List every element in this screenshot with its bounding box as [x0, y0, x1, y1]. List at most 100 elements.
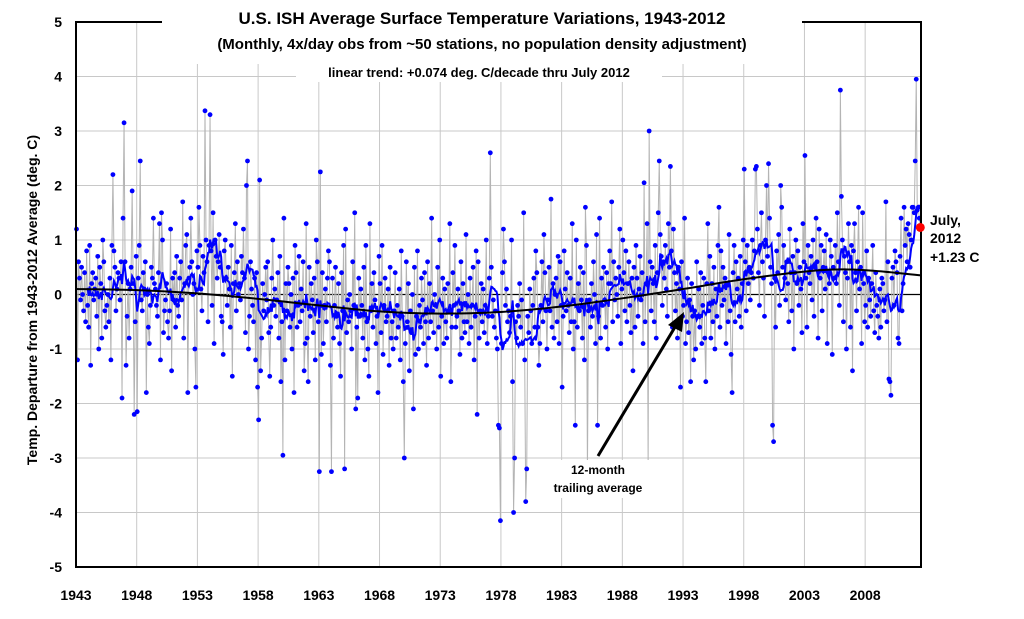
data-point [511, 510, 516, 515]
data-point [438, 373, 444, 379]
data-point [435, 264, 441, 270]
data-point [530, 303, 536, 308]
data-point [846, 221, 851, 227]
data-point [250, 303, 255, 308]
data-point [751, 248, 757, 254]
data-point [832, 243, 838, 248]
data-point [234, 259, 240, 265]
data-point [892, 248, 898, 254]
data-point [338, 373, 343, 379]
data-point [123, 362, 129, 368]
data-point [135, 275, 141, 281]
data-point [766, 161, 771, 167]
data-point [795, 248, 801, 254]
data-point [278, 379, 284, 385]
data-point [89, 281, 95, 286]
data-point [824, 341, 830, 346]
data-point [86, 324, 92, 330]
data-point [249, 286, 254, 292]
data-point [674, 281, 679, 286]
data-point [834, 210, 840, 216]
x-tick-label: 1988 [607, 587, 638, 603]
data-point [828, 253, 834, 259]
data-point [777, 303, 783, 308]
data-point [387, 264, 393, 270]
data-point [426, 335, 431, 341]
data-point [531, 275, 537, 281]
data-point [156, 270, 161, 276]
x-tick-label: 1998 [728, 587, 759, 603]
data-point [867, 297, 873, 303]
data-point [413, 352, 418, 357]
data-point [202, 108, 208, 114]
data-point [187, 264, 193, 270]
data-point [796, 303, 802, 308]
data-point [311, 275, 317, 281]
data-point [459, 335, 465, 341]
data-point [277, 253, 283, 259]
data-point [449, 324, 455, 330]
data-point [627, 303, 633, 308]
data-point [219, 319, 225, 325]
data-point [887, 379, 893, 385]
data-point [359, 303, 365, 308]
data-point [691, 357, 697, 363]
data-point [475, 259, 481, 265]
data-point [216, 232, 222, 237]
data-point [690, 313, 696, 319]
data-point [861, 281, 867, 286]
data-point [324, 319, 329, 325]
chart-title: U.S. ISH Average Surface Temperature Var… [239, 9, 726, 28]
x-tick-label: 1948 [121, 587, 152, 603]
data-point [503, 303, 508, 308]
data-point [365, 346, 371, 352]
data-point [336, 281, 341, 286]
data-point [265, 259, 271, 265]
y-axis-label: Temp. Departure from 1943-2012 Average (… [24, 135, 40, 465]
data-point [192, 346, 198, 352]
data-point [857, 286, 862, 292]
data-point [255, 384, 261, 390]
data-point [149, 275, 155, 281]
data-point [341, 243, 347, 248]
data-point [693, 346, 699, 352]
data-point [369, 281, 375, 286]
data-point [296, 253, 302, 259]
data-point [594, 232, 599, 237]
data-point [712, 346, 718, 352]
data-point [611, 259, 617, 265]
data-point [134, 409, 140, 415]
data-point [462, 330, 468, 336]
data-point [188, 215, 194, 221]
data-point [478, 281, 484, 286]
data-point [863, 303, 869, 308]
data-point [786, 319, 792, 325]
data-point [161, 330, 166, 336]
data-point [443, 319, 449, 325]
data-point [375, 390, 381, 395]
data-point [593, 341, 598, 346]
data-point [229, 373, 235, 379]
data-point [129, 188, 135, 194]
data-point [544, 346, 550, 352]
data-point [335, 324, 340, 330]
data-point [688, 379, 694, 385]
data-point [673, 308, 678, 314]
data-point [128, 264, 134, 270]
data-point [457, 352, 463, 357]
data-point [830, 264, 836, 270]
data-point [356, 275, 362, 281]
data-point [395, 324, 401, 330]
data-point [631, 264, 637, 270]
data-point [753, 164, 759, 169]
data-point [422, 270, 427, 276]
data-point [716, 204, 722, 210]
data-point [205, 319, 211, 325]
data-point [501, 226, 506, 232]
data-point [354, 324, 360, 330]
data-point [878, 324, 884, 330]
data-point [686, 330, 692, 336]
data-point [657, 232, 663, 237]
data-point [285, 264, 291, 270]
data-point [819, 308, 825, 314]
